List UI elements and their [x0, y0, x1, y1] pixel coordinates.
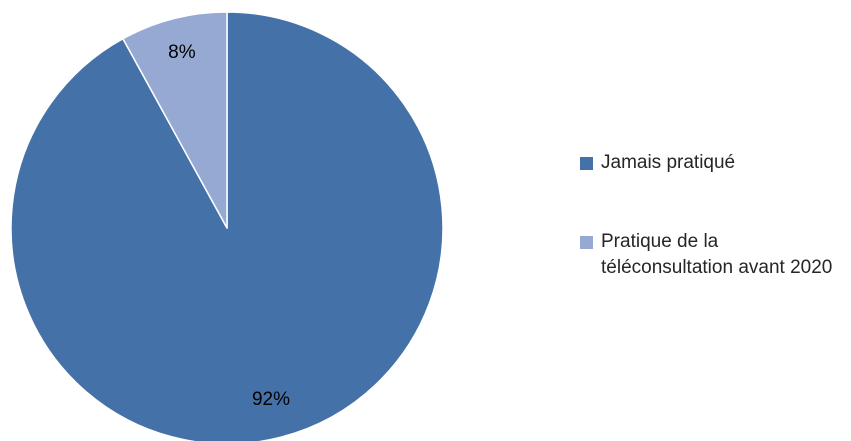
legend-item-jamais-pratique: Jamais pratiqué — [580, 150, 848, 176]
legend-label-teleconsultation: Pratique de la téléconsultation avant 20… — [601, 231, 833, 278]
data-label-jamais-pratique: 92% — [252, 389, 290, 410]
data-label-teleconsultation: 8% — [168, 42, 196, 63]
legend-swatch-jamais-pratique — [580, 157, 593, 170]
legend-item-teleconsultation: Pratique de la téléconsultation avant 20… — [580, 229, 848, 281]
legend-swatch-teleconsultation — [580, 236, 593, 249]
legend-label-jamais-pratique: Jamais pratiqué — [601, 152, 736, 173]
pie-slice-teleconsultation — [122, 11, 228, 229]
legend: Jamais pratiqué Pratique de la téléconsu… — [580, 150, 848, 281]
pie-slice-jamais-pratique — [10, 11, 444, 441]
